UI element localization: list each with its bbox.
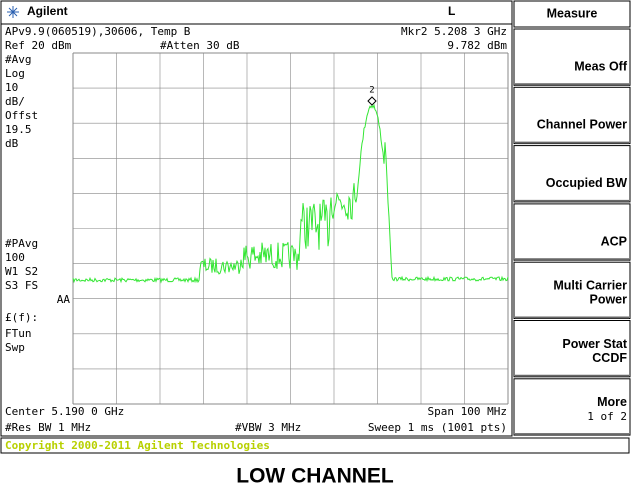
softkey-label: ACP: [601, 234, 627, 248]
sweep: Sweep 1 ms (1001 pts): [368, 421, 507, 434]
softkey-label: Power: [589, 293, 627, 307]
side-label: Log: [5, 67, 25, 80]
copyright: Copyright 2000-2011 Agilent Technologies: [5, 439, 270, 452]
side-label: #Avg: [5, 53, 32, 66]
side-label: dB/: [5, 95, 25, 108]
softkey-label: Multi Carrier: [553, 279, 627, 293]
menu-title-box: [513, 0, 631, 28]
marker-level: 9.782 dBm: [447, 39, 507, 52]
softkey: [513, 261, 631, 320]
spectrum-trace: [72, 103, 509, 284]
softkey: [513, 203, 631, 261]
softkey: [513, 28, 631, 86]
softkey-label: CCDF: [592, 351, 627, 365]
brand: Agilent: [27, 4, 68, 18]
softkey-label: Power Stat: [562, 337, 627, 351]
caption: LOW CHANNEL: [236, 465, 394, 488]
rbw: #Res BW 1 MHz: [5, 421, 91, 434]
marker-readout: Mkr2 5.208 3 GHz: [401, 25, 507, 38]
softkey: [513, 86, 631, 145]
center-freq: Center 5.190 0 GHz: [5, 405, 124, 418]
side-label: Swp: [5, 341, 25, 354]
mode-indicator: L: [448, 4, 455, 18]
softkey: [513, 378, 631, 436]
side-label: #PAvg: [5, 237, 38, 250]
menu-title: Measure: [547, 6, 598, 20]
marker-number: 2: [369, 86, 374, 96]
ref-level: Ref 20 dBm: [5, 39, 72, 52]
span: Span 100 MHz: [428, 405, 507, 418]
agilent-logo: [7, 6, 19, 18]
version: APv9.9(060519),30606, Temp B: [5, 25, 191, 38]
side-label: 10: [5, 81, 18, 94]
vbw: #VBW 3 MHz: [235, 421, 301, 434]
softkey-label: Channel Power: [537, 118, 627, 132]
side-label: £(f):: [5, 311, 38, 324]
softkey-label: More: [597, 395, 627, 409]
softkey-label: 1 of 2: [587, 410, 627, 423]
side-label: W1 S2: [5, 265, 38, 278]
side-label: 100: [5, 251, 25, 264]
softkey: [513, 320, 631, 378]
side-label: 19.5: [5, 123, 32, 136]
side-label: dB: [5, 137, 19, 150]
side-label: S3 FS: [5, 279, 38, 292]
softkey: [513, 145, 631, 203]
softkey-label: Occupied BW: [546, 176, 627, 190]
status-bar: [0, 437, 630, 454]
softkey-label: Meas Off: [574, 59, 628, 73]
marker-diamond: [367, 96, 377, 106]
side-label: AA: [57, 293, 71, 306]
graticule: [72, 52, 509, 405]
display-frame: [0, 0, 513, 437]
side-label: FTun: [5, 327, 32, 340]
side-label: Offst: [5, 109, 38, 122]
attenuation: #Atten 30 dB: [160, 39, 240, 52]
